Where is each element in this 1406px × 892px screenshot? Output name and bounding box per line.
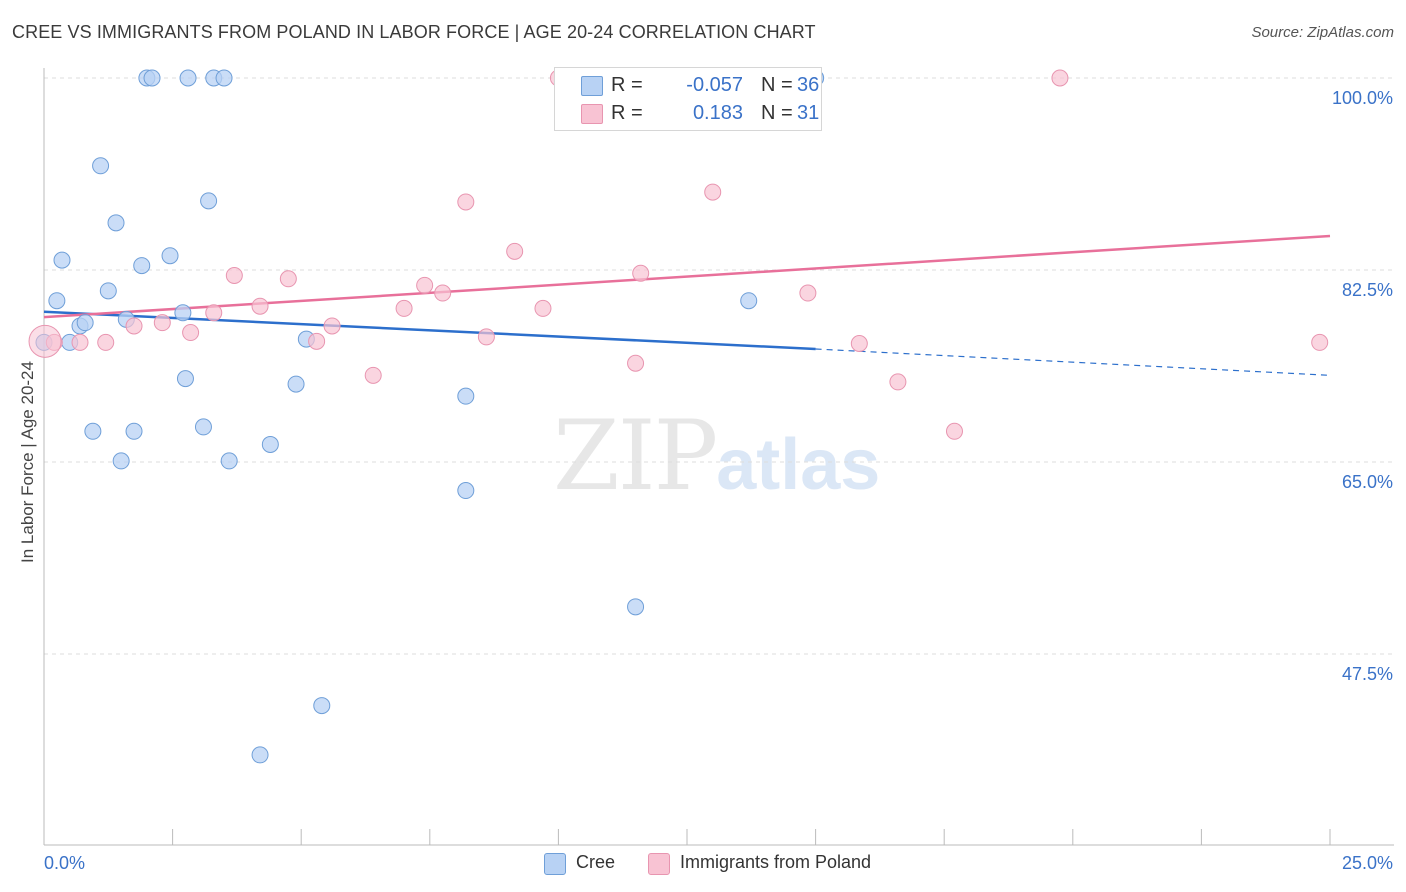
grid-lines bbox=[44, 77, 1392, 655]
legend-r-label: R = bbox=[611, 74, 643, 96]
poland-point bbox=[632, 264, 650, 282]
cree-point bbox=[133, 257, 151, 275]
poland-point bbox=[279, 270, 297, 288]
legend-r-value: 0.183 bbox=[692, 102, 743, 124]
axes bbox=[43, 68, 1394, 846]
legend-n-label: N = bbox=[761, 74, 793, 96]
cree-point bbox=[457, 387, 475, 405]
legend-n-value: 36 bbox=[797, 74, 820, 96]
poland-point bbox=[434, 284, 452, 302]
cree-point bbox=[176, 370, 194, 388]
cree-point bbox=[161, 247, 179, 265]
cree-point bbox=[125, 422, 143, 440]
cree-points bbox=[35, 69, 825, 764]
poland-point bbox=[71, 333, 89, 351]
poland-point bbox=[364, 366, 382, 384]
y-tick-label: 65.0% bbox=[1342, 472, 1393, 492]
cree-point bbox=[174, 304, 192, 322]
poland-point bbox=[205, 304, 223, 322]
x-tick-label: 25.0% bbox=[1342, 853, 1393, 873]
bottom-legend-label-poland: Immigrants from Poland bbox=[680, 852, 872, 872]
cree-point bbox=[179, 69, 197, 87]
poland-point bbox=[627, 354, 645, 372]
cree-point bbox=[261, 435, 279, 453]
bottom-legend-swatch-poland bbox=[648, 853, 670, 875]
poland-point bbox=[125, 317, 143, 335]
cree-point bbox=[194, 418, 212, 436]
cree-point bbox=[92, 157, 110, 175]
legend-swatch-cree bbox=[581, 76, 603, 96]
poland-point bbox=[1051, 69, 1069, 87]
legend-r-label: R = bbox=[611, 102, 643, 124]
poland-point bbox=[28, 324, 62, 358]
cree-point bbox=[112, 452, 130, 470]
legend-n-label: N = bbox=[761, 102, 793, 124]
poland-point bbox=[945, 422, 963, 440]
cree-point bbox=[215, 69, 233, 87]
poland-point bbox=[182, 324, 200, 342]
cree-point bbox=[313, 697, 331, 715]
cree-point bbox=[53, 251, 71, 269]
poland-point bbox=[395, 299, 413, 317]
poland-point bbox=[225, 266, 243, 284]
poland-point bbox=[457, 193, 475, 211]
poland-points bbox=[28, 69, 1329, 440]
source-label: Source: ZipAtlas.com bbox=[1251, 24, 1394, 41]
poland-point bbox=[323, 317, 341, 335]
y-tick-label: 47.5% bbox=[1342, 664, 1393, 684]
legend: R = -0.057 N = 36 R = 0.183 N = 31 bbox=[554, 67, 822, 131]
legend-n-value: 31 bbox=[797, 102, 820, 124]
poland-point bbox=[704, 183, 722, 201]
poland-point bbox=[506, 242, 524, 260]
cree-point bbox=[200, 192, 218, 210]
cree-point bbox=[48, 292, 66, 310]
cree-point bbox=[251, 746, 269, 764]
bottom-legend-swatch-cree bbox=[544, 853, 566, 875]
legend-r-value: -0.057 bbox=[686, 74, 743, 96]
watermark: ZIPatlas bbox=[553, 400, 880, 512]
cree-point bbox=[76, 314, 94, 332]
tick-labels: 47.5% 65.0% 82.5% 100.0% 0.0% 25.0% bbox=[44, 88, 1393, 873]
y-axis-label: In Labor Force | Age 20-24 bbox=[18, 361, 37, 563]
chart-title: CREE VS IMMIGRANTS FROM POLAND IN LABOR … bbox=[12, 22, 816, 42]
poland-point bbox=[850, 335, 868, 353]
legend-swatch-poland bbox=[581, 104, 603, 124]
poland-point bbox=[477, 328, 495, 346]
watermark-atlas: atlas bbox=[716, 425, 881, 505]
cree-point bbox=[84, 422, 102, 440]
poland-point bbox=[889, 373, 907, 391]
bottom-legend-label-cree: Cree bbox=[576, 852, 616, 872]
cree-point bbox=[143, 69, 161, 87]
y-tick-label: 100.0% bbox=[1332, 88, 1393, 108]
cree-point bbox=[220, 452, 238, 470]
cree-trend-extension bbox=[815, 348, 1331, 376]
watermark-zip: ZIP bbox=[553, 400, 718, 512]
trend-lines bbox=[43, 234, 1331, 376]
cree-point bbox=[457, 482, 475, 500]
poland-point bbox=[416, 276, 434, 294]
poland-point bbox=[308, 332, 326, 350]
cree-point bbox=[740, 292, 758, 310]
poland-point bbox=[799, 284, 817, 302]
poland-point bbox=[251, 297, 269, 315]
poland-point bbox=[534, 299, 552, 317]
cree-point bbox=[627, 598, 645, 616]
cree-point bbox=[107, 214, 125, 232]
x-tick-label: 0.0% bbox=[44, 853, 85, 873]
cree-trend-line bbox=[43, 310, 816, 351]
cree-point bbox=[99, 282, 117, 300]
poland-point bbox=[153, 314, 171, 332]
cree-point bbox=[287, 375, 305, 393]
y-tick-label: 82.5% bbox=[1342, 280, 1393, 300]
poland-point bbox=[97, 333, 115, 351]
poland-point bbox=[1311, 333, 1329, 351]
